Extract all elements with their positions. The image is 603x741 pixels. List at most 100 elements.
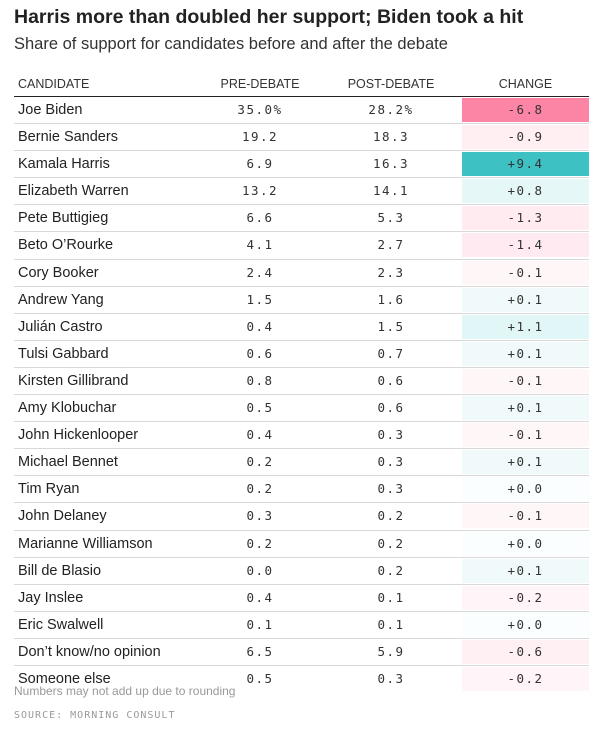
pre-debate-value: 0.4 [246,318,274,334]
change-value: -1.4 [462,233,589,258]
pre-debate-value: 6.9 [246,156,274,172]
candidate-name: Amy Klobuchar [18,400,117,417]
candidate-name: Michael Bennet [18,454,118,471]
candidate-name: Someone else [18,670,111,687]
change-value: -0.1 [462,368,589,393]
table-row: Kirsten Gillibrand 0.8 0.6 -0.1 [14,368,589,396]
source-credit: SOURCE: MORNING CONSULT [14,710,176,721]
change-value: -1.3 [462,206,589,231]
post-debate-value: 0.6 [377,372,405,388]
post-debate-value: 18.3 [372,129,410,145]
post-debate-value: 5.3 [377,210,405,226]
table-row: Tulsi Gabbard 0.6 0.7 +0.1 [14,341,589,368]
post-debate-value: 0.2 [377,508,405,524]
change-value: +0.0 [462,531,589,556]
table-row: John Delaney 0.3 0.2 -0.1 [14,503,589,531]
post-debate-value: 2.3 [377,264,405,280]
post-debate-value: 0.2 [377,562,405,578]
candidate-name: Pete Buttigieg [18,210,109,227]
pre-debate-value: 2.4 [246,264,274,280]
pre-debate-value: 0.8 [246,372,274,388]
pre-debate-value: 0.1 [246,616,274,632]
candidate-name: Julián Castro [18,318,103,335]
change-value: +0.0 [462,612,589,637]
pre-debate-value: 0.4 [246,589,274,605]
table-row: Pete Buttigieg 6.6 5.3 -1.3 [14,205,589,233]
change-value: -0.1 [462,504,589,529]
post-debate-value: 1.6 [377,291,405,307]
pre-debate-value: 0.0 [246,562,274,578]
table-row: Someone else 0.5 0.3 -0.2 [14,666,589,692]
pre-debate-value: 13.2 [241,183,279,199]
pre-debate-value: 35.0% [237,102,283,117]
chart-subtitle: Share of support for candidates before a… [14,35,448,53]
change-value: +9.4 [462,152,589,177]
change-value: -0.1 [462,423,589,448]
post-debate-value: 5.9 [377,643,405,659]
candidate-name: Cory Booker [18,264,99,281]
column-header-change: CHANGE [498,77,553,91]
post-debate-value: 0.3 [377,454,405,470]
post-debate-value: 2.7 [377,237,405,253]
table-row: Amy Klobuchar 0.5 0.6 +0.1 [14,395,589,423]
candidate-name: Elizabeth Warren [18,183,129,200]
table-row: Tim Ryan 0.2 0.3 +0.0 [14,476,589,504]
change-value: -0.2 [462,666,589,691]
pre-debate-value: 0.5 [246,400,274,416]
table-row: Bernie Sanders 19.2 18.3 -0.9 [14,124,589,152]
post-debate-value: 28.2% [368,102,414,117]
change-value: +0.1 [462,341,589,366]
pre-debate-value: 0.3 [246,508,274,524]
candidate-name: Bernie Sanders [18,129,118,146]
chart-title: Harris more than doubled her support; Bi… [14,6,524,28]
pre-debate-value: 0.2 [246,481,274,497]
candidate-name: Joe Biden [18,102,83,118]
table-row: Joe Biden 35.0% 28.2% -6.8 [14,97,589,125]
column-header-pre-debate: PRE-DEBATE [220,77,300,91]
post-debate-value: 14.1 [372,183,410,199]
change-value: +0.1 [462,287,589,312]
candidate-name: Kirsten Gillibrand [18,372,129,389]
post-debate-value: 0.1 [377,589,405,605]
pre-debate-value: 4.1 [246,237,274,253]
table-row: Julián Castro 0.4 1.5 +1.1 [14,314,589,341]
candidate-name: Bill de Blasio [18,562,102,579]
table-row: John Hickenlooper 0.4 0.3 -0.1 [14,422,589,450]
change-value: -6.8 [462,98,589,122]
pre-debate-value: 1.5 [246,291,274,307]
pre-debate-value: 0.5 [246,670,274,686]
change-value: +1.1 [462,314,589,339]
pre-debate-value: 0.6 [246,345,274,361]
pre-debate-value: 6.6 [246,210,274,226]
table-row: Beto O’Rourke 4.1 2.7 -1.4 [14,232,589,260]
candidate-name: Jay Inslee [18,589,84,606]
candidate-name: Marianne Williamson [18,535,153,552]
pre-debate-value: 0.4 [246,427,274,443]
post-debate-value: 0.7 [377,345,405,361]
change-value: -0.1 [462,260,589,285]
post-debate-value: 0.3 [377,670,405,686]
pre-debate-value: 0.2 [246,454,274,470]
table-row: Michael Bennet 0.2 0.3 +0.1 [14,449,589,477]
candidate-name: Kamala Harris [18,156,110,173]
column-header-post-debate: POST-DEBATE [347,77,435,91]
table-row: Eric Swalwell 0.1 0.1 +0.0 [14,612,589,639]
change-value: +0.1 [462,396,589,421]
change-value: -0.2 [462,585,589,610]
pre-debate-value: 0.2 [246,535,274,551]
change-value: -0.9 [462,125,589,150]
candidate-name: Don’t know/no opinion [18,643,161,660]
post-debate-value: 16.3 [372,156,410,172]
candidate-name: John Hickenlooper [18,427,139,444]
candidate-name: Andrew Yang [18,291,104,308]
change-value: +0.1 [462,450,589,475]
change-value: -0.6 [462,639,589,664]
post-debate-value: 0.6 [377,400,405,416]
change-value: +0.0 [462,477,589,502]
post-debate-value: 0.3 [377,427,405,443]
post-debate-value: 0.1 [377,616,405,632]
table-row: Don’t know/no opinion 6.5 5.9 -0.6 [14,639,589,666]
table-row: Kamala Harris 6.9 16.3 +9.4 [14,151,589,179]
change-value: +0.1 [462,558,589,583]
column-header-candidate: CANDIDATE [18,77,90,91]
